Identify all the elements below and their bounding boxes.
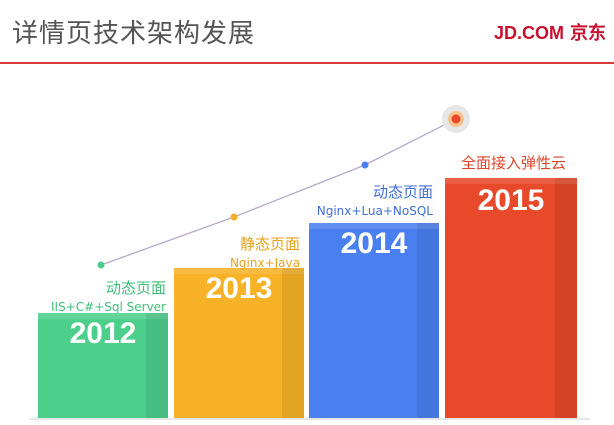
bar-shade [555, 178, 577, 419]
bar-2015: 2015 [445, 178, 577, 419]
label-2012: 动态页面 IIS+C#+Sql Server [51, 277, 166, 314]
brand-logo-cn: 京东 [570, 23, 607, 44]
bar-shade [417, 223, 439, 419]
bar-shade [282, 268, 304, 419]
bar-2014: 2014 [309, 223, 439, 419]
trend-dot-2014 [361, 161, 369, 169]
trend-dot-2012 [97, 261, 105, 269]
bar-cap [445, 178, 577, 184]
label-2015: 全面接入弹性云 [461, 152, 566, 173]
header: 详情页技术架构发展 JD.COM 京东 [0, 0, 614, 64]
bar-year-2015: 2015 [477, 184, 545, 217]
target-core-icon [451, 114, 461, 124]
brand-logo-en: JD.COM [494, 23, 565, 43]
label-2012-tech: IIS+C#+Sql Server [51, 300, 166, 314]
bar-cap [309, 223, 439, 229]
label-2015-name: 全面接入弹性云 [460, 154, 566, 172]
bar-year-2014: 2014 [340, 227, 408, 260]
bar-year-2013: 2013 [205, 272, 273, 305]
bar-year-2012: 2012 [69, 317, 137, 350]
bar-2012: 2012 [38, 313, 168, 419]
trend-dot-2013 [230, 213, 238, 221]
brand-logo: JD.COM 京东 [494, 19, 606, 45]
label-2013: 静态页面 Nginx+Java [230, 233, 300, 270]
label-2014: 动态页面 Nginx+Lua+NoSQL [317, 181, 433, 218]
bar-cap [174, 268, 304, 274]
trend-line [100, 118, 457, 266]
label-2012-name: 动态页面 [105, 279, 166, 297]
label-2013-name: 静态页面 [239, 235, 300, 253]
bar-cap [38, 313, 168, 319]
baseline [30, 418, 590, 420]
label-2013-tech: Nginx+Java [229, 256, 300, 270]
header-divider [0, 62, 614, 64]
bar-shade [146, 313, 168, 419]
label-2014-tech: Nginx+Lua+NoSQL [316, 204, 433, 218]
page-title: 详情页技术架构发展 [12, 19, 256, 49]
bar-2013: 2013 [174, 268, 304, 419]
label-2014-name: 动态页面 [372, 183, 433, 201]
